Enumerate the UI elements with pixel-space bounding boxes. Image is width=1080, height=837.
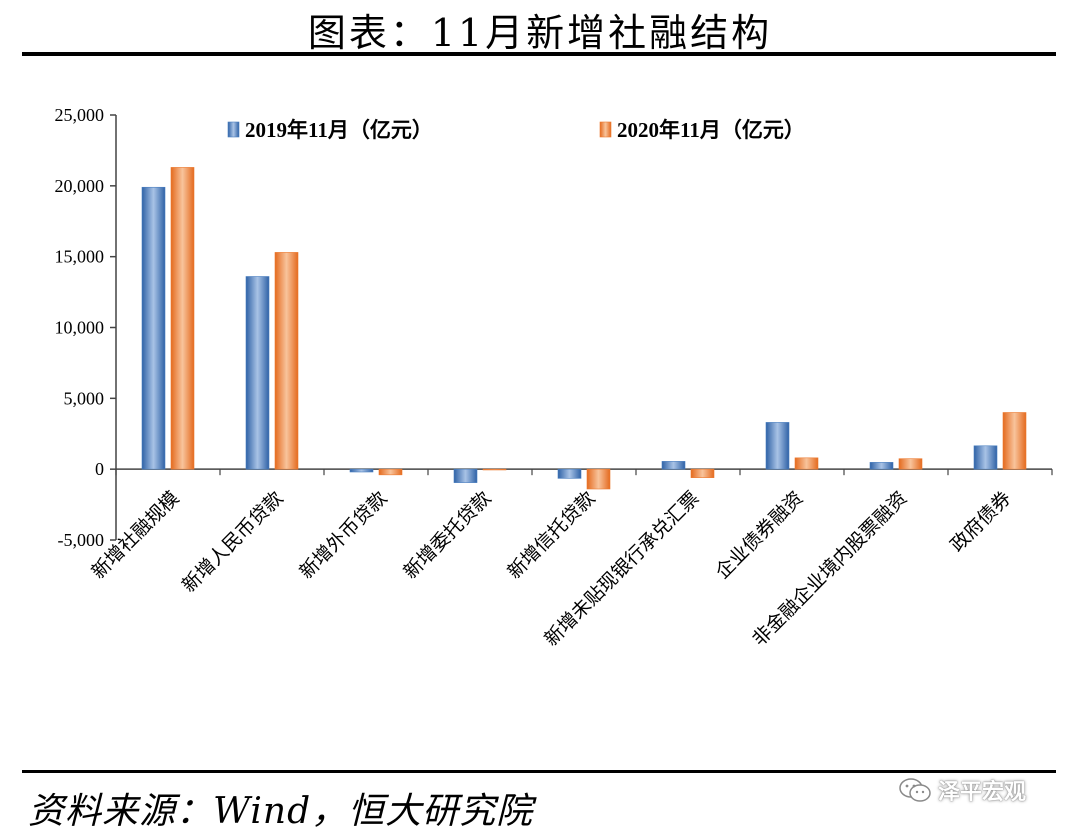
legend: 2019年11月（亿元） 2020年11月（亿元） xyxy=(227,118,805,142)
watermark-text: 泽平宏观 xyxy=(938,780,1027,805)
x-category-label: 企业债券融资 xyxy=(711,487,807,583)
bar-2020-5 xyxy=(586,468,611,490)
x-category-label: 新增人民币贷款 xyxy=(178,487,288,597)
bar-2020-8 xyxy=(898,458,923,470)
y-tick-label: 5,000 xyxy=(64,388,105,408)
x-category-label: 新增委托贷款 xyxy=(399,487,495,583)
bar-2019-3 xyxy=(349,468,374,473)
source-divider xyxy=(22,770,1056,773)
y-tick-label: 0 xyxy=(95,459,104,479)
watermark: 泽平宏观 xyxy=(898,770,1026,810)
bar-2020-7 xyxy=(794,457,819,470)
y-tick-label: 20,000 xyxy=(55,176,105,196)
bar-2019-9 xyxy=(973,445,998,470)
legend-label-2020: 2020年11月（亿元） xyxy=(617,118,805,142)
title-divider xyxy=(22,52,1056,56)
bar-2019-7 xyxy=(765,422,790,470)
wechat-icon xyxy=(899,778,931,802)
bar-2020-2 xyxy=(274,252,299,470)
legend-swatch-2019 xyxy=(227,121,240,138)
source-note: 资料来源：Wind，恒大研究院 xyxy=(28,791,534,832)
legend-swatch-2020 xyxy=(599,121,612,138)
bar-2019-1 xyxy=(141,186,166,470)
y-tick-label: -5,000 xyxy=(58,530,105,550)
chart-container: -5,000 0 5,000 10,000 15,000 20,000 25,000 新增社… xyxy=(0,60,1080,770)
bar-2020-6 xyxy=(690,468,715,478)
bar-2019-6 xyxy=(661,461,686,470)
bar-2019-2 xyxy=(245,276,270,470)
y-tick-label: 25,000 xyxy=(55,105,105,125)
x-category-label: 政府债券 xyxy=(946,487,1015,556)
y-tick-label: 10,000 xyxy=(55,318,105,338)
x-category-label: 新增外币贷款 xyxy=(295,487,391,583)
bar-2020-9 xyxy=(1002,412,1027,470)
y-tick-label: 15,000 xyxy=(55,247,105,267)
bar-2019-8 xyxy=(869,462,894,470)
bar-chart: -5,000 0 5,000 10,000 15,000 20,000 25,000 新增社… xyxy=(55,105,1053,650)
bar-2020-4 xyxy=(482,468,507,471)
bar-2019-4 xyxy=(453,468,478,483)
axes: -5,000 0 5,000 10,000 15,000 20,000 25,000 xyxy=(55,105,1053,550)
x-category-label: 新增信托贷款 xyxy=(503,487,599,583)
bars xyxy=(141,167,1027,490)
legend-label-2019: 2019年11月（亿元） xyxy=(245,118,433,142)
bar-2019-5 xyxy=(557,468,582,479)
bar-2020-1 xyxy=(170,167,195,470)
page-title: 图表：11月新增社融结构 xyxy=(307,11,773,55)
bar-2020-3 xyxy=(378,468,403,476)
